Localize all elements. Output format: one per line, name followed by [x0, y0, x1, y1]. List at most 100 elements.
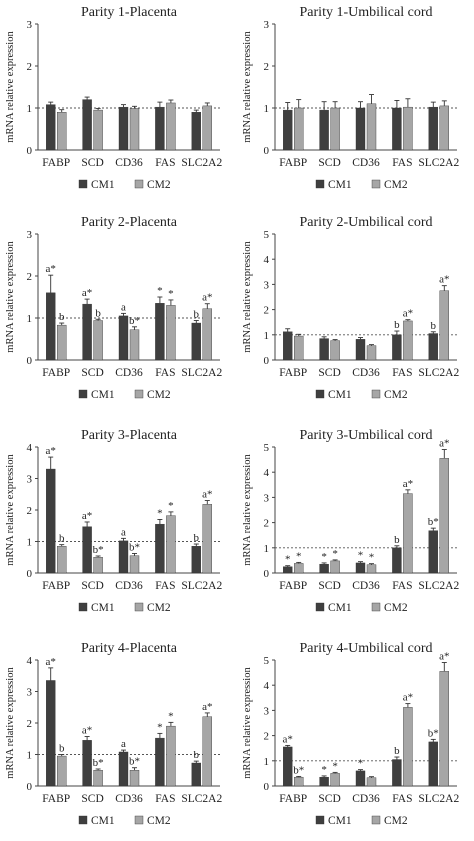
bar-cm2-fabp — [57, 324, 67, 361]
chart-panel-1: Parity 1-Placenta mRNA relative expressio… — [5, 5, 222, 191]
chart-title: Parity 4-Umbilical cord — [300, 641, 433, 656]
bar-cm2-fabp — [294, 107, 304, 151]
bar-cm2-slc2a2 — [439, 458, 450, 574]
bar-cm2-fabp — [57, 111, 67, 151]
y-tick-label: 3 — [264, 705, 270, 717]
legend-swatch-cm1 — [315, 602, 325, 612]
significance-label: a — [121, 526, 126, 538]
significance-label: b — [95, 307, 101, 319]
x-tick-label: FAS — [155, 367, 175, 379]
legend-swatch-cm1 — [78, 389, 88, 399]
bar-cm2-scd — [330, 340, 340, 361]
y-tick-label: 2 — [264, 305, 270, 317]
bar-cm1-scd — [319, 338, 329, 361]
bar-cm1-fabp — [283, 566, 293, 574]
legend-label-cm2: CM2 — [147, 815, 171, 827]
significance-label: b* — [428, 516, 439, 528]
significance-label: * — [157, 507, 163, 519]
bar-cm2-scd — [330, 107, 340, 151]
bar-cm1-fas — [392, 334, 402, 361]
significance-label: * — [168, 500, 174, 512]
x-tick-label: FABP — [42, 793, 70, 805]
x-tick-label: SLC2A2 — [181, 367, 222, 379]
x-tick-label: CD36 — [115, 157, 143, 169]
bar-cm1-scd — [319, 776, 329, 787]
significance-label: b — [431, 320, 437, 332]
significance-label: a* — [202, 701, 212, 713]
x-tick-label: CD36 — [352, 367, 380, 379]
x-tick-label: CD36 — [352, 793, 380, 805]
significance-label: b — [59, 743, 65, 755]
y-tick-label: 0 — [264, 568, 270, 580]
legend-label-cm2: CM2 — [147, 602, 171, 614]
x-tick-label: FABP — [279, 367, 307, 379]
y-tick-label: 3 — [264, 279, 270, 291]
y-tick-label: 4 — [27, 442, 33, 454]
x-tick-label: FAS — [155, 793, 175, 805]
significance-label: * — [358, 550, 364, 562]
y-tick-label: 4 — [27, 655, 33, 667]
y-tick-label: 0 — [27, 568, 33, 580]
significance-label: a* — [439, 438, 449, 450]
legend-swatch-cm1 — [315, 179, 325, 189]
x-tick-label: FAS — [392, 580, 412, 592]
bar-cm1-cd36 — [355, 562, 366, 574]
bar-cm2-fabp — [57, 546, 67, 574]
y-tick-label: 4 — [264, 254, 270, 266]
bar-cm2-fas — [166, 515, 176, 574]
bar-cm1-slc2a2 — [191, 762, 202, 787]
bar-cm2-fabp — [294, 563, 304, 574]
legend-swatch-cm1 — [78, 602, 88, 612]
x-tick-label: FABP — [42, 580, 70, 592]
legend-label-cm2: CM2 — [384, 815, 408, 827]
x-tick-label: CD36 — [352, 157, 380, 169]
significance-label: a* — [439, 274, 449, 286]
y-tick-label: 1 — [264, 756, 270, 768]
bar-cm2-scd — [330, 773, 340, 787]
y-tick-label: 2 — [264, 731, 270, 743]
bar-cm1-scd — [319, 563, 329, 574]
bar-cm1-slc2a2 — [191, 546, 202, 574]
legend-label-cm2: CM2 — [384, 602, 408, 614]
bar-cm2-fabp — [294, 776, 304, 787]
bar-cm1-fabp — [283, 746, 293, 787]
significance-label: b* — [129, 315, 140, 327]
legend-swatch-cm2 — [134, 179, 144, 189]
y-tick-label: 0 — [264, 781, 270, 793]
y-tick-label: 0 — [27, 355, 33, 367]
bar-cm2-scd — [93, 109, 103, 151]
significance-label: b — [194, 309, 200, 321]
legend-label-cm2: CM2 — [147, 389, 171, 401]
bar-cm1-cd36 — [355, 770, 366, 787]
legend-label-cm1: CM1 — [91, 815, 115, 827]
y-axis-label: mRNA relative expression — [5, 667, 16, 779]
bar-cm2-fas — [403, 320, 413, 361]
bar-cm2-cd36 — [366, 345, 377, 361]
bar-cm1-fas — [392, 107, 402, 151]
bar-cm1-fabp — [283, 109, 293, 151]
significance-label: * — [321, 551, 327, 563]
bar-cm2-cd36 — [366, 564, 377, 574]
legend-swatch-cm1 — [315, 389, 325, 399]
bar-cm1-fabp — [46, 680, 56, 787]
y-tick-label: 1 — [27, 313, 33, 325]
y-tick-label: 1 — [27, 103, 33, 115]
bar-cm2-fabp — [57, 755, 67, 787]
x-tick-label: FABP — [42, 157, 70, 169]
chart-title: Parity 4-Placenta — [81, 641, 178, 656]
chart-panel-8: Parity 4-Umbilical cord mRNA relative exp… — [242, 641, 459, 827]
x-tick-label: FABP — [279, 157, 307, 169]
bar-cm2-fas — [403, 106, 413, 151]
legend-label-cm1: CM1 — [328, 602, 352, 614]
chart-panel-6: Parity 3-Umbilical cord mRNA relative exp… — [242, 428, 459, 614]
bar-cm1-scd — [82, 740, 92, 787]
bar-cm1-slc2a2 — [191, 322, 202, 361]
significance-label: * — [296, 550, 302, 562]
x-tick-label: SCD — [318, 367, 340, 379]
bar-cm1-slc2a2 — [428, 106, 439, 151]
x-tick-label: SCD — [81, 793, 103, 805]
legend-swatch-cm2 — [371, 602, 381, 612]
bar-cm1-cd36 — [118, 106, 129, 151]
bar-cm1-cd36 — [118, 751, 129, 787]
